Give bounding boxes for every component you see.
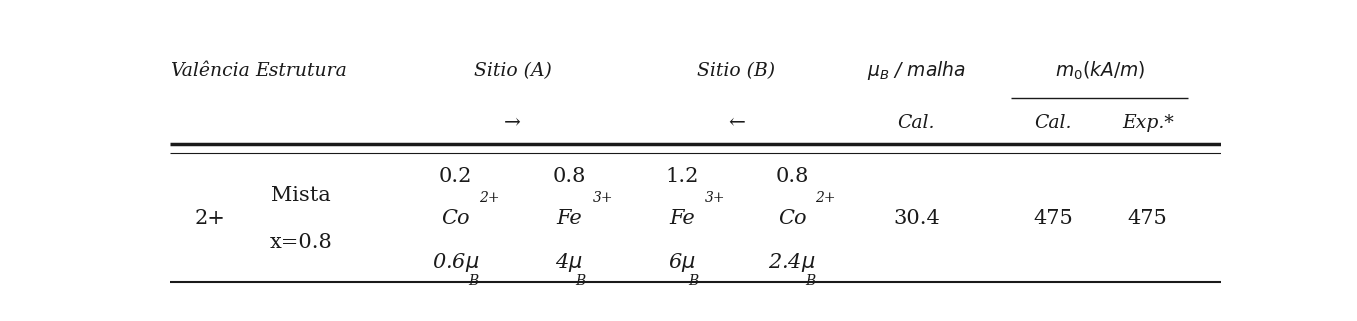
Text: Fe: Fe [669, 210, 695, 229]
Text: 475: 475 [1033, 210, 1073, 229]
Text: B: B [468, 274, 479, 288]
Text: 0.8: 0.8 [552, 168, 586, 187]
Text: 4$\mu$: 4$\mu$ [555, 251, 584, 274]
Text: B: B [805, 274, 816, 288]
Text: 3+: 3+ [704, 191, 726, 205]
Text: Sitio (A): Sitio (A) [474, 62, 551, 80]
Text: 475: 475 [1128, 210, 1167, 229]
Text: 30.4: 30.4 [893, 210, 939, 229]
Text: 0.8: 0.8 [776, 168, 809, 187]
Text: 0.6$\mu$: 0.6$\mu$ [432, 251, 479, 274]
Text: $\mu_B$ / malha: $\mu_B$ / malha [867, 59, 966, 82]
Text: B: B [688, 274, 699, 288]
Text: Cal.: Cal. [897, 114, 935, 132]
Text: 3+: 3+ [593, 191, 613, 205]
Text: Exp.*: Exp.* [1122, 114, 1174, 132]
Text: B: B [575, 274, 586, 288]
Text: Fe: Fe [556, 210, 582, 229]
Text: Sitio (B): Sitio (B) [697, 62, 776, 80]
Text: Estrutura: Estrutura [255, 62, 347, 80]
Text: 2+: 2+ [816, 191, 836, 205]
Text: Cal.: Cal. [1034, 114, 1072, 132]
Text: Co: Co [441, 210, 470, 229]
Text: 2+: 2+ [479, 191, 499, 205]
Text: Mista: Mista [271, 186, 331, 205]
Text: ←: ← [729, 113, 745, 132]
Text: x=0.8: x=0.8 [270, 233, 332, 252]
Text: →: → [503, 113, 521, 132]
Text: 6$\mu$: 6$\mu$ [668, 251, 696, 274]
Text: Valência: Valência [170, 62, 250, 80]
Text: 1.2: 1.2 [665, 168, 699, 187]
Text: $m_0(kA/m)$: $m_0(kA/m)$ [1056, 59, 1145, 82]
Text: 2+: 2+ [194, 210, 225, 229]
Text: 0.2: 0.2 [440, 168, 472, 187]
Text: 2.4$\mu$: 2.4$\mu$ [768, 251, 816, 274]
Text: Co: Co [778, 210, 806, 229]
